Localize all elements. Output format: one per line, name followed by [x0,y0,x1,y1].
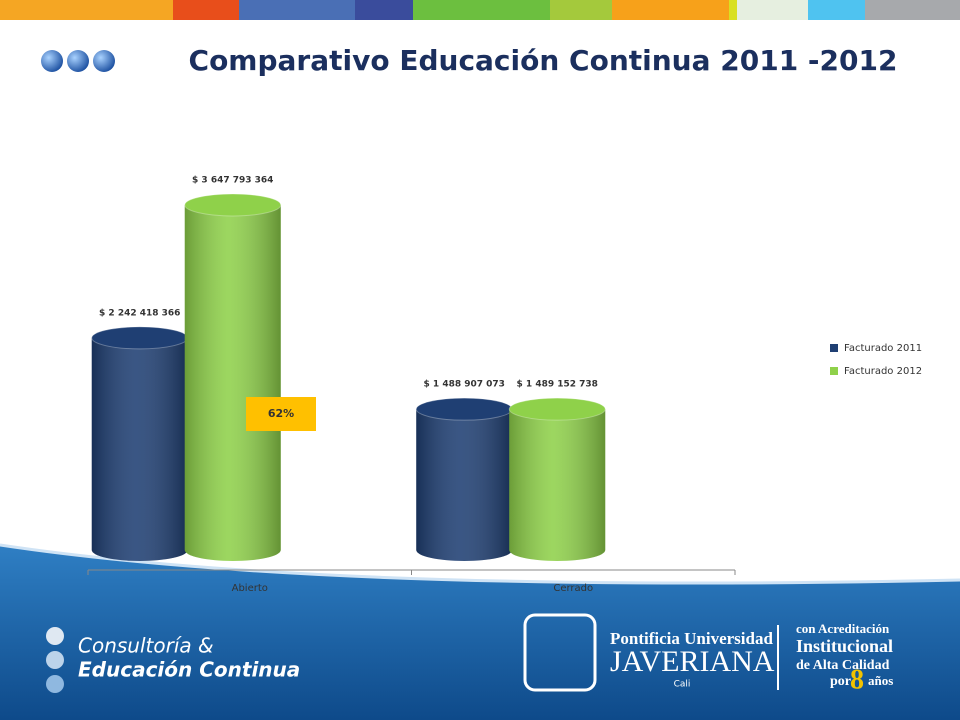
cylinder-top [184,193,282,217]
accreditation-line4: por [830,674,851,689]
university-line1: Pontificia Universidad [610,629,773,648]
cylinder-top [91,326,189,350]
legend-label: Facturado 2012 [844,366,922,377]
footer-unit-logo: Consultoría & Educación Continua [46,627,300,693]
university-line2: JAVERIANA [610,645,775,678]
university-city: Cali [674,680,691,690]
cylinder-top [508,397,606,421]
chart-title: Comparativo Educación Continua 2011 -201… [189,44,898,77]
cylinder-shade [91,337,188,561]
footer-wave [0,543,960,585]
accreditation-years: 8 [850,664,864,695]
chart: Abierto $ 2 242 418 366 $ 3 647 793 364 Cer… [87,176,922,594]
value-label: $ 1 489 152 738 [517,380,598,390]
legend-swatch [830,367,838,375]
unit-line2: Educación Continua [78,658,300,682]
title-dots [41,50,115,72]
accreditation-line2: Institucional [796,636,893,656]
x-tick-label: Abierto [232,583,268,594]
cylinder-top [415,397,513,421]
x-tick-label: Cerrado [553,583,593,594]
accreditation-line5: años [868,673,893,688]
value-label: $ 2 242 418 366 [99,308,180,318]
annotation: 62% [268,407,294,420]
legend-label: Facturado 2011 [844,343,922,354]
unit-line1: Consultoría & [78,634,214,658]
cylinder-shade [416,409,513,561]
university-logo: Pontificia Universidad JAVERIANA Cali [523,613,779,692]
accreditation-line1: con Acreditación [796,621,890,636]
accreditation-logo: con Acreditación Institucional de Alta C… [796,621,893,695]
top-stripes [0,0,960,20]
accreditation-line3: de Alta Calidad [796,658,890,673]
cylinder-shade [184,205,281,561]
footer-band [0,545,960,720]
value-label: $ 3 647 793 364 [192,176,273,186]
cylinder-shade [509,409,606,561]
annotation-box [246,397,316,431]
value-label: $ 1 488 907 073 [424,380,505,390]
legend-swatch [830,344,838,352]
